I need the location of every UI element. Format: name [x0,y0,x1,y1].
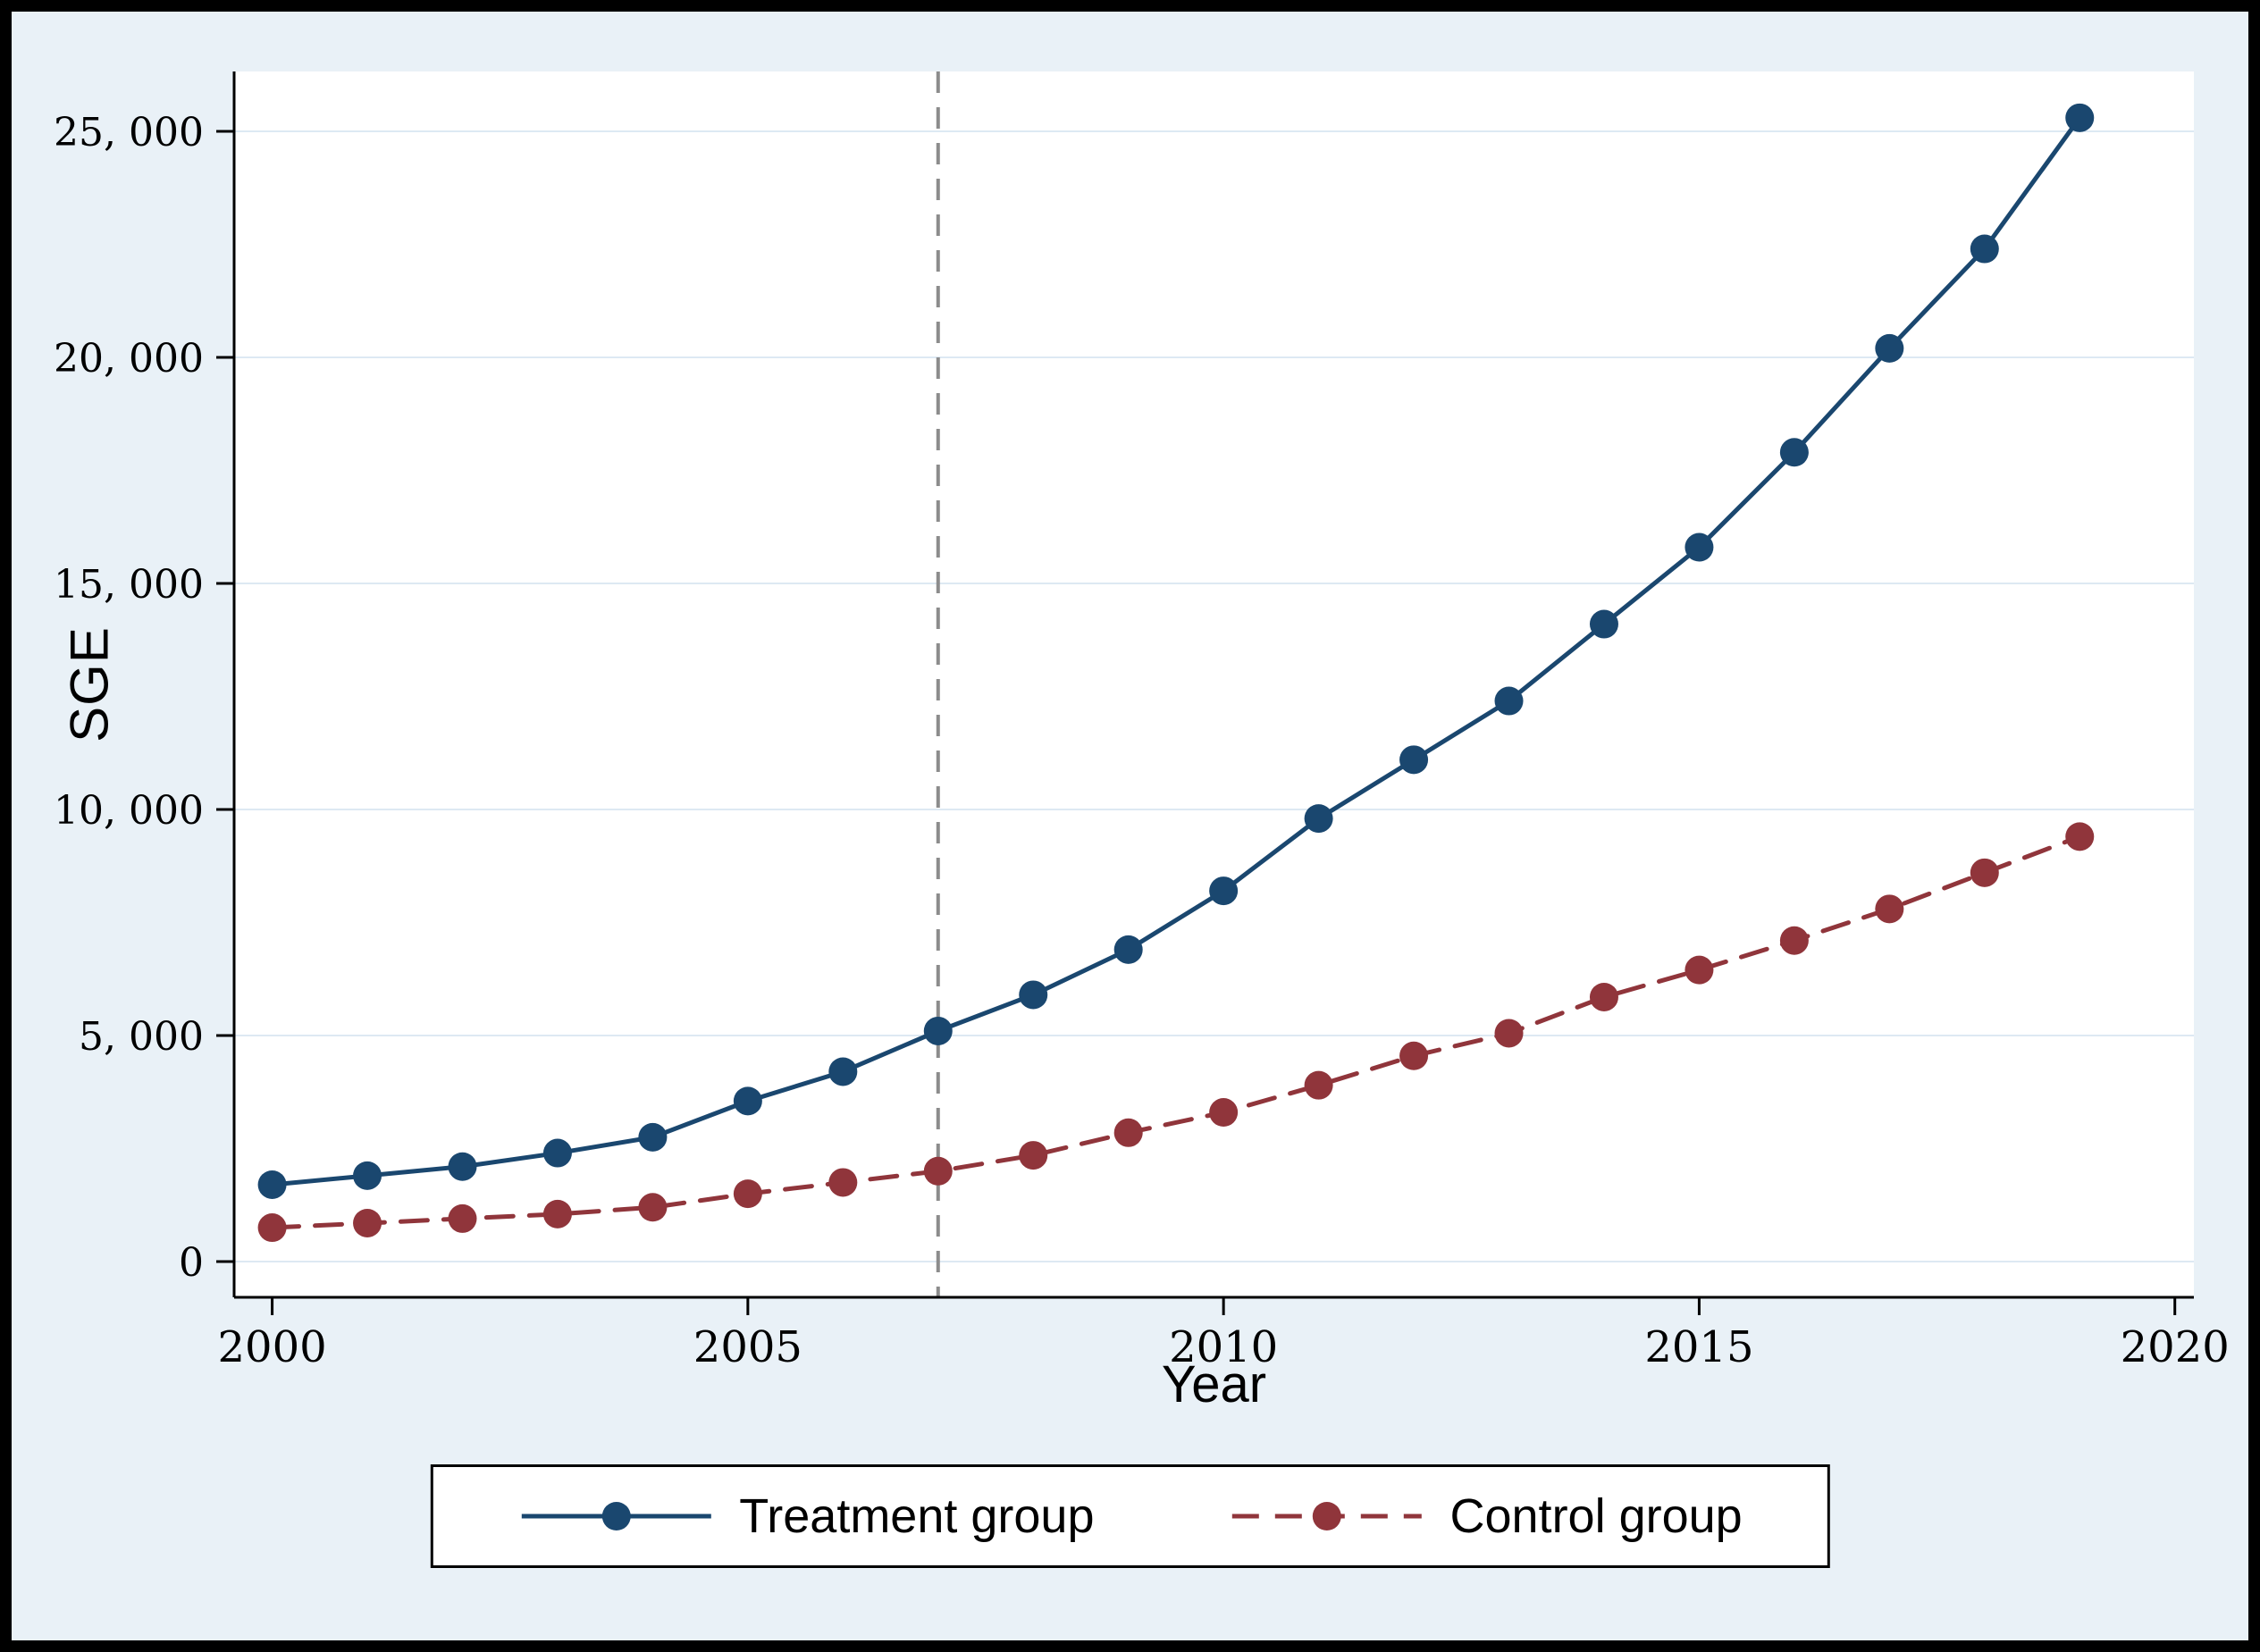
y-axis-title: SGE [59,626,120,742]
svg-text:5, 000: 5, 000 [79,1014,204,1060]
svg-text:2000: 2000 [218,1322,327,1372]
svg-text:2005: 2005 [693,1322,802,1372]
svg-text:20, 000: 20, 000 [54,336,204,382]
legend-label-control: Control group [1449,1489,1743,1543]
svg-text:2020: 2020 [2121,1322,2230,1372]
legend: Treatment group Control group [430,1464,1830,1568]
legend-entry-treatment: Treatment group [517,1488,1095,1544]
svg-text:25, 000: 25, 000 [54,110,204,155]
svg-text:10, 000: 10, 000 [54,788,204,834]
x-axis-title: Year [1161,1355,1267,1413]
treatment-line-sample-icon [521,1502,711,1530]
control-line-sample-icon [1231,1502,1422,1530]
svg-text:2010: 2010 [1169,1322,1278,1372]
legend-entry-control: Control group [1229,1488,1743,1544]
legend-label-treatment: Treatment group [739,1489,1095,1543]
svg-text:15, 000: 15, 000 [54,562,204,608]
svg-text:2015: 2015 [1644,1322,1753,1372]
svg-text:0: 0 [179,1240,204,1286]
